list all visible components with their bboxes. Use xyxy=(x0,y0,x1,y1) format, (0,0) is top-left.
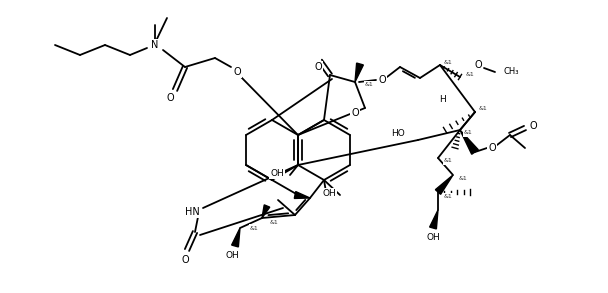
Text: O: O xyxy=(474,60,482,70)
Text: CH₃: CH₃ xyxy=(503,67,519,76)
Text: OH: OH xyxy=(270,168,284,178)
Text: O: O xyxy=(529,121,537,131)
Text: O: O xyxy=(378,75,386,85)
Text: OH: OH xyxy=(225,251,239,260)
Text: OH: OH xyxy=(322,190,336,198)
Text: &1: &1 xyxy=(466,71,474,76)
Text: OH: OH xyxy=(426,234,440,243)
Text: &1: &1 xyxy=(444,59,452,64)
Polygon shape xyxy=(460,130,478,154)
Text: O: O xyxy=(351,108,359,118)
Text: N: N xyxy=(151,40,159,50)
Polygon shape xyxy=(232,228,240,247)
Text: &1: &1 xyxy=(458,176,468,180)
Text: &1: &1 xyxy=(444,195,452,200)
Text: O: O xyxy=(488,143,496,153)
Polygon shape xyxy=(430,210,438,229)
Text: &1: &1 xyxy=(444,159,452,163)
Polygon shape xyxy=(294,192,310,198)
Text: &1: &1 xyxy=(365,83,373,88)
Text: &1: &1 xyxy=(464,130,472,135)
Text: HN: HN xyxy=(185,207,200,217)
Polygon shape xyxy=(355,63,364,82)
Polygon shape xyxy=(262,205,270,218)
Text: O: O xyxy=(314,62,322,72)
Polygon shape xyxy=(435,175,453,194)
Text: O: O xyxy=(233,67,241,77)
Text: HO: HO xyxy=(392,129,405,137)
Text: H: H xyxy=(440,96,446,105)
Text: &1: &1 xyxy=(269,221,278,226)
Text: &1: &1 xyxy=(478,106,488,112)
Text: O: O xyxy=(166,93,174,103)
Text: O: O xyxy=(181,255,189,265)
Text: &1: &1 xyxy=(250,226,258,231)
